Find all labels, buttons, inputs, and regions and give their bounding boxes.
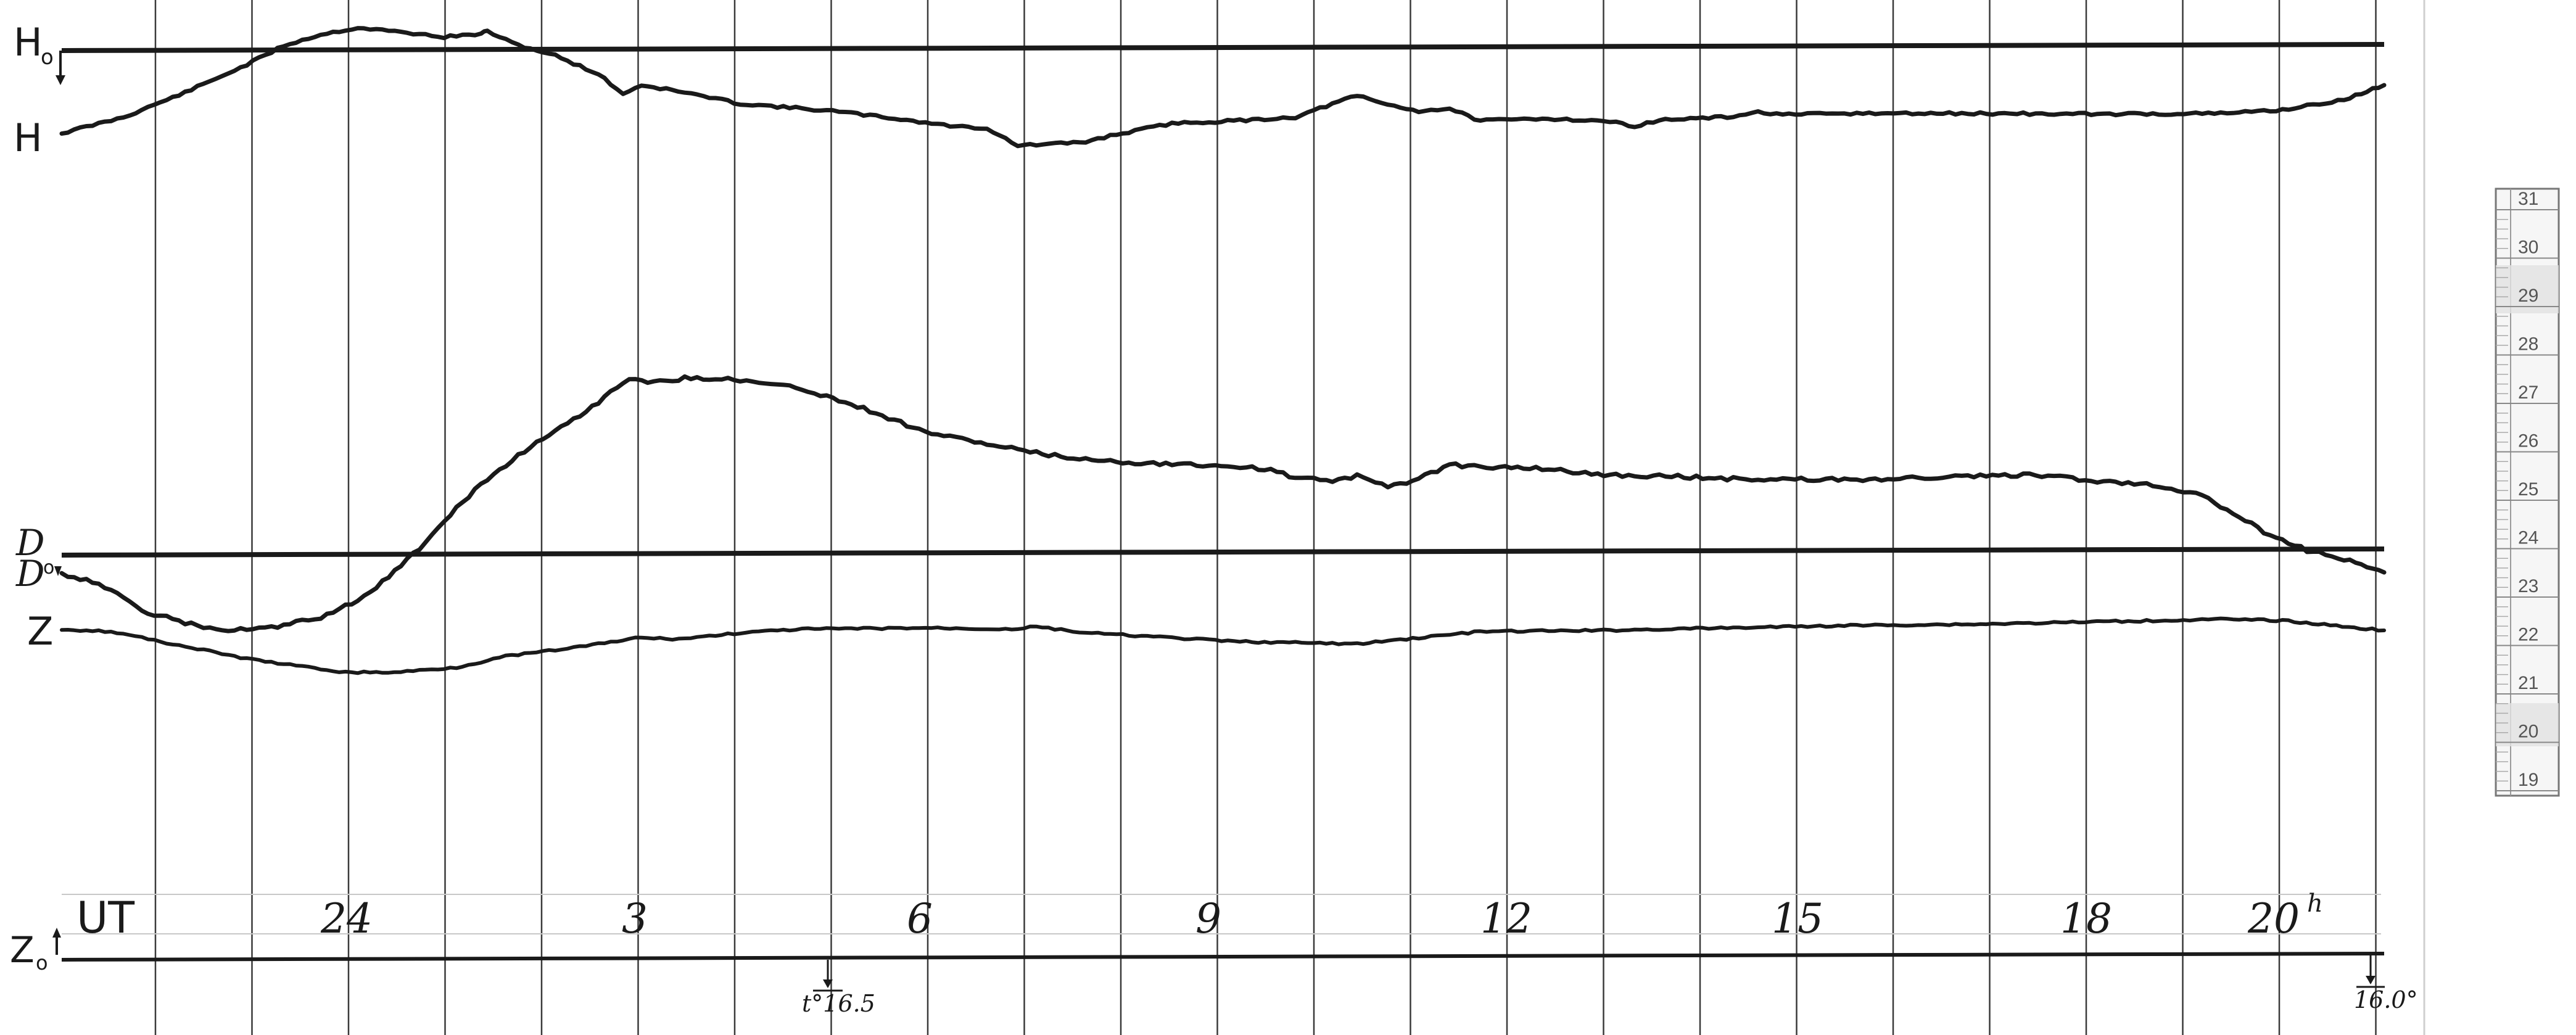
ruler-tick-label: 30 — [2518, 237, 2538, 258]
ruler-tick-label: 23 — [2518, 576, 2538, 596]
d-baseline — [61, 546, 2385, 558]
z-trace — [60, 616, 2386, 675]
z-up-arrow-head — [52, 928, 61, 938]
temp-end-label: 16.0° — [2354, 986, 2418, 1013]
h-baseline-sub: o — [41, 45, 54, 70]
time-tick-label: 15 — [1772, 895, 1823, 942]
temp-start-label: t°16.5 — [802, 990, 875, 1017]
time-tick-label: 24 — [320, 895, 373, 942]
h-baseline — [61, 42, 2385, 53]
last-tick-suffix: h — [2307, 889, 2323, 918]
ruler-tick-label: 25 — [2518, 479, 2538, 500]
time-axis-label: UT — [76, 893, 134, 943]
ruler-tick-label: 21 — [2518, 673, 2538, 693]
ruler-tick-label: 19 — [2518, 770, 2538, 790]
paper-sheet — [0, 0, 2424, 1035]
time-tick-label: 3 — [622, 895, 648, 942]
h-down-arrow-head — [56, 75, 65, 85]
ruler-shade-upper — [2496, 265, 2559, 313]
d-baseline-label: D — [15, 522, 45, 564]
d-trace-label: D — [15, 553, 45, 595]
z-trace-label: Z — [27, 609, 53, 654]
z-baseline-label: Z — [10, 929, 35, 971]
ruler-shade-lower — [2496, 703, 2559, 746]
ruler-tick-label: 29 — [2518, 286, 2538, 306]
h-trace — [59, 26, 2387, 149]
d-baseline-sub: o — [43, 557, 54, 579]
d-trace — [59, 374, 2387, 633]
ruler-tick-label: 24 — [2518, 528, 2538, 548]
time-tick-label: 9 — [1195, 895, 1221, 942]
temp-start-arrow — [823, 979, 833, 988]
ruler-tick-label: 27 — [2518, 382, 2538, 403]
temp-end-arrow — [2366, 976, 2376, 984]
ruler-tick-label: 22 — [2518, 625, 2538, 645]
ruler-tick-label: 28 — [2518, 334, 2538, 355]
h-trace-label: H — [14, 115, 43, 160]
ruler-tick-label: 20 — [2518, 722, 2538, 742]
z-baseline — [61, 952, 2385, 962]
hour-grid — [154, 0, 2377, 1035]
ruler-tick-label: 31 — [2518, 189, 2538, 209]
scale-ruler: 31 30 29 28 27 26 25 24 23 22 21 20 19 — [2495, 188, 2560, 797]
d-down-arrow-head — [54, 566, 62, 576]
time-axis-ticks: 24 3 6 9 12 15 18 20 — [320, 895, 2300, 942]
time-tick-label: 6 — [907, 895, 933, 942]
time-tick-label: 20 — [2247, 895, 2300, 942]
time-tick-label: 12 — [1480, 895, 1532, 942]
h-baseline-label: H — [14, 20, 43, 65]
ruler-tick-label: 26 — [2518, 431, 2538, 452]
z-baseline-sub: o — [36, 951, 48, 975]
time-tick-label: 18 — [2060, 895, 2112, 942]
